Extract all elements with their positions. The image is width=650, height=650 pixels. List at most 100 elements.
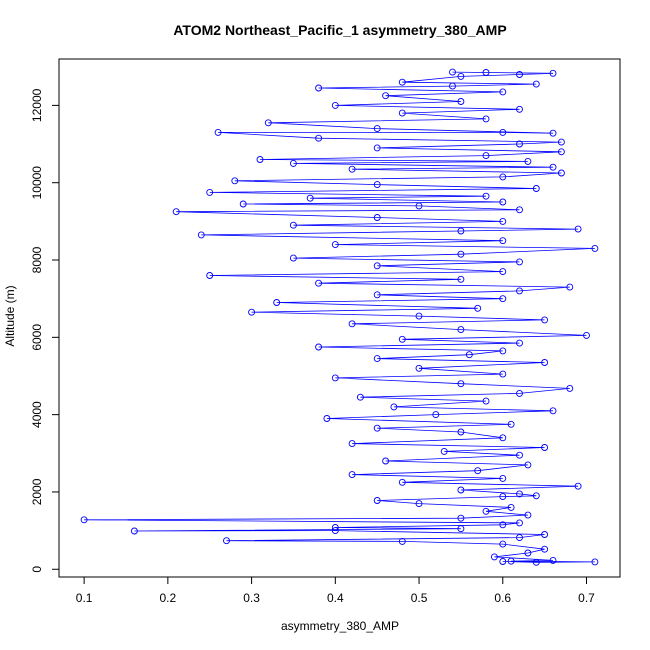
data-point: [231, 177, 239, 185]
data-point: [373, 291, 381, 299]
data-point: [516, 519, 523, 527]
data-point: [323, 415, 331, 422]
data-point: [482, 397, 490, 405]
data-point: [583, 331, 590, 339]
data-point: [482, 192, 490, 200]
data-point: [449, 68, 456, 76]
data-point: [499, 558, 507, 565]
y-axis: 0 2000 4000 6000 8000 10000 12000: [30, 88, 60, 573]
data-point: [289, 254, 297, 262]
data-point: [482, 69, 490, 76]
data-point: [273, 299, 281, 306]
data-point: [348, 165, 356, 173]
data-point: [206, 272, 214, 279]
data-point: [516, 534, 523, 542]
data-point: [524, 549, 532, 557]
data-point: [348, 471, 356, 479]
data-point: [532, 492, 540, 500]
data-point: [239, 200, 247, 208]
data-point: [516, 206, 523, 214]
x-tick-label: 0.5: [411, 591, 428, 605]
data-point: [499, 434, 507, 442]
data-point: [331, 527, 339, 535]
data-point: [507, 557, 515, 565]
data-point: [382, 92, 390, 100]
data-point: [591, 244, 599, 252]
data-point: [499, 217, 507, 225]
data-point: [331, 374, 339, 382]
y-tick-label: 12000: [30, 88, 44, 122]
data-point: [499, 237, 507, 245]
data-point: [482, 115, 490, 123]
data-point: [415, 500, 423, 508]
data-point: [499, 474, 507, 482]
data-point: [331, 524, 339, 531]
data-point: [465, 351, 473, 359]
data-point: [348, 320, 356, 328]
data-point: [449, 82, 456, 90]
data-point: [549, 407, 557, 415]
data-point: [398, 335, 406, 343]
data-point: [373, 262, 381, 270]
x-tick-label: 0.3: [243, 591, 260, 605]
data-point: [315, 279, 323, 287]
chart-title: ATOM2 Northeast_Pacific_1 asymmetry_380_…: [173, 22, 506, 38]
data-point: [457, 227, 465, 235]
data-point: [541, 531, 549, 538]
data-point: [591, 558, 599, 566]
data-point: [474, 304, 482, 312]
y-tick-label: 2000: [30, 478, 44, 505]
data-point: [130, 527, 138, 535]
data-point: [516, 258, 523, 266]
data-point: [289, 159, 297, 167]
data-point: [499, 540, 507, 548]
y-tick-label: 8000: [30, 246, 44, 273]
x-axis: 0.1 0.2 0.3 0.4 0.5 0.6 0.7: [76, 576, 595, 605]
data-point: [373, 144, 381, 152]
plot-frame: [58, 58, 621, 578]
data-point: [457, 72, 465, 80]
data-point: [214, 128, 222, 136]
data-point: [499, 268, 507, 276]
data-point: [532, 558, 540, 566]
x-tick-label: 0.4: [327, 591, 344, 605]
data-point: [373, 424, 381, 432]
data-point: [80, 516, 88, 524]
data-point: [398, 478, 406, 486]
data-point: [499, 198, 507, 206]
data-point: [499, 88, 507, 96]
data-point: [432, 411, 440, 419]
data-point: [457, 428, 465, 436]
data-point: [398, 537, 406, 545]
data-point: [398, 78, 406, 86]
data-point: [541, 316, 549, 324]
data-point: [532, 80, 540, 88]
data-point: [499, 521, 507, 529]
data-point: [549, 129, 557, 137]
data-point: [206, 188, 214, 196]
data-point: [507, 420, 515, 428]
data-point: [256, 156, 264, 163]
data-point: [524, 157, 532, 165]
data-point: [482, 507, 490, 515]
data-point: [440, 447, 448, 455]
data-point: [457, 525, 465, 533]
data-point: [457, 250, 465, 258]
data-point: [457, 275, 465, 283]
data-point: [516, 339, 523, 347]
data-point: [516, 451, 523, 459]
data-point: [457, 326, 465, 334]
data-point: [331, 241, 339, 249]
data-point: [382, 457, 390, 465]
data-point: [398, 109, 406, 117]
data-point: [482, 152, 490, 160]
data-point: [507, 503, 515, 511]
data-point: [541, 359, 549, 366]
data-point: [390, 403, 398, 411]
data-point: [566, 283, 574, 291]
data-point: [524, 511, 532, 519]
data-point: [499, 128, 507, 136]
data-point: [516, 105, 523, 113]
y-tick-label: 6000: [30, 324, 44, 351]
